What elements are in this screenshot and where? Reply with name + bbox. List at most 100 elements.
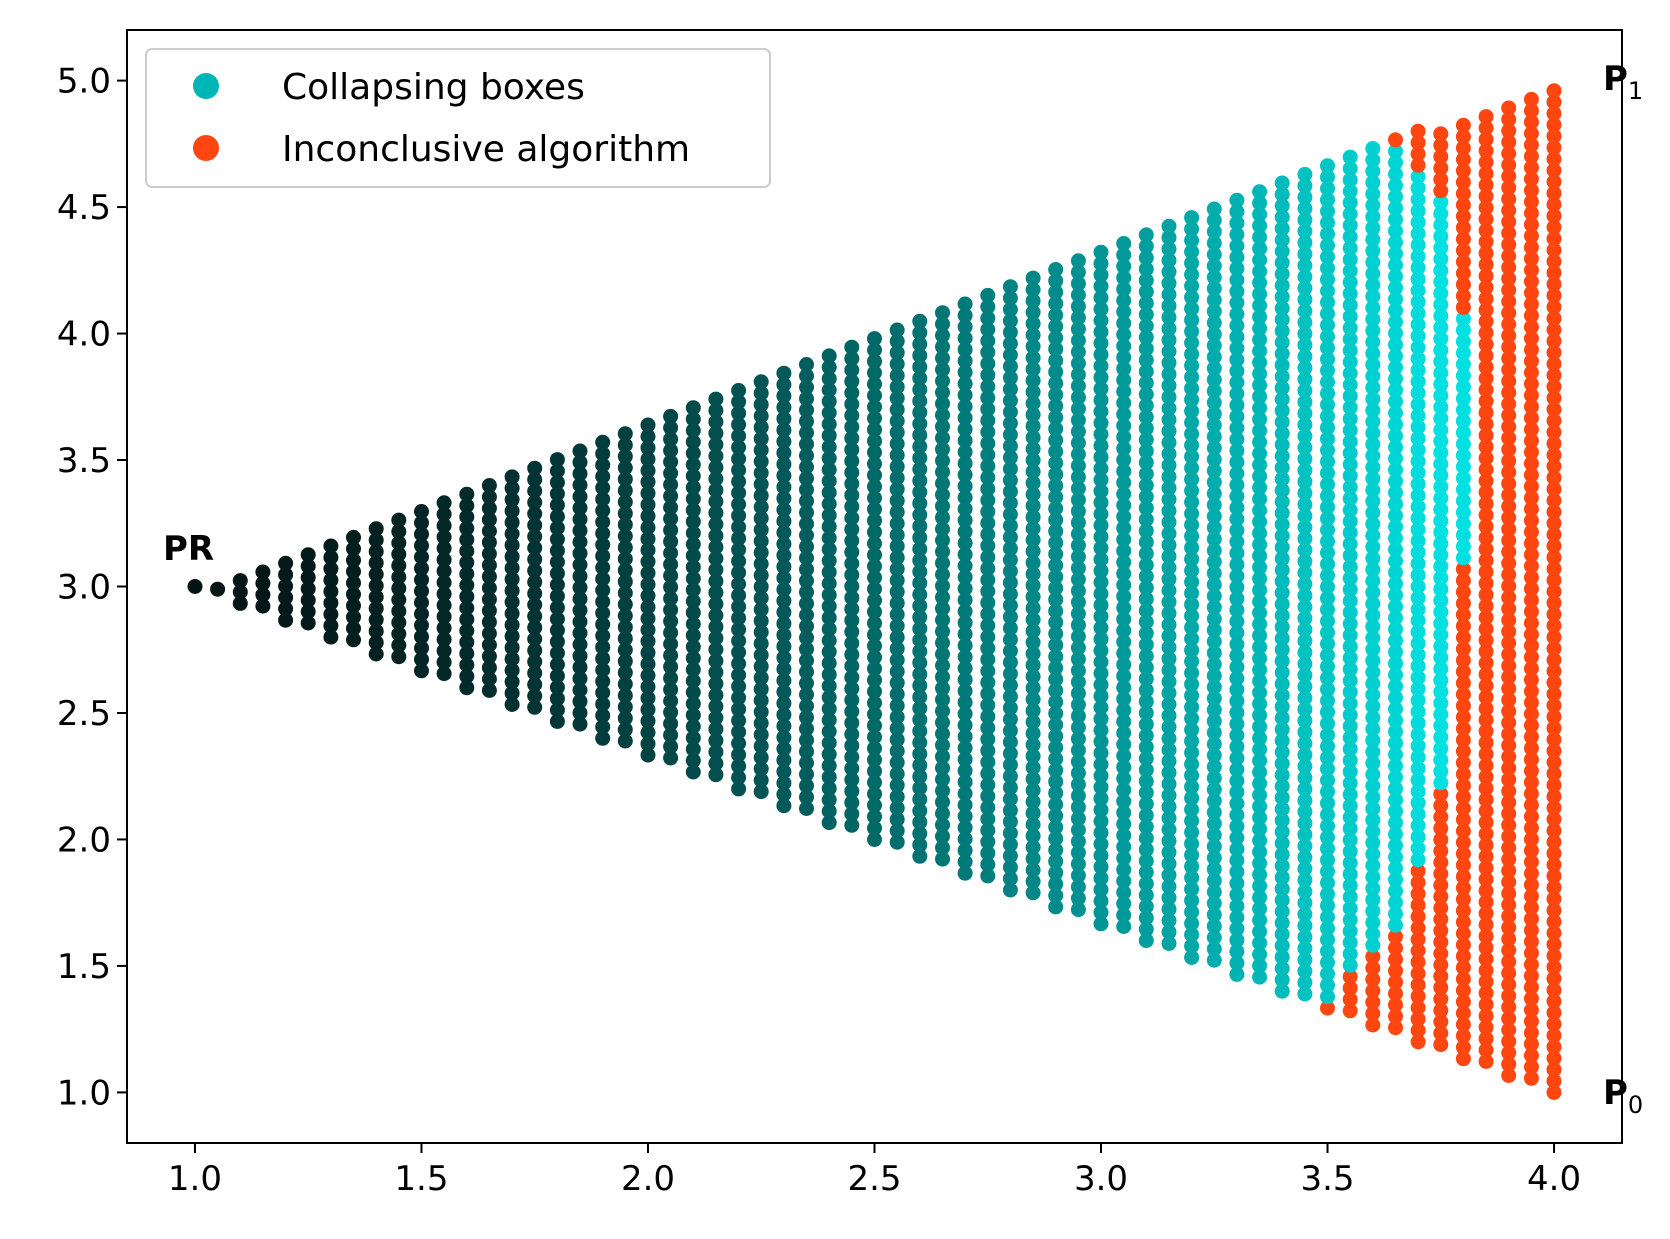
collapsing-point [753,476,769,492]
collapsing-point [1274,357,1290,373]
inconclusive-point [1501,703,1517,719]
collapsing-point [1342,650,1358,666]
collapsing-point [1048,888,1064,903]
collapsing-point [935,851,950,867]
collapsing-point [549,622,565,638]
collapsing-point [1365,915,1381,930]
collapsing-point [1161,810,1177,826]
collapsing-point [1342,434,1358,450]
collapsing-point [1365,573,1381,589]
annotation-p0-label: P [1603,1073,1628,1113]
collapsing-point [1433,695,1449,711]
collapsing-point [1093,267,1109,283]
collapsing-point [1410,567,1426,583]
collapsing-point [481,523,497,539]
collapsing-point [391,649,407,665]
inconclusive-point [1501,248,1517,264]
inconclusive-point [1410,931,1426,947]
collapsing-point [232,595,248,611]
collapsing-point [1252,639,1268,655]
collapsing-point [1093,563,1109,579]
collapsing-point [867,604,882,620]
collapsing-point [1342,274,1358,290]
collapsing-point [1002,654,1018,670]
inconclusive-point [1455,823,1471,839]
inconclusive-point [1501,373,1517,389]
collapsing-point [640,747,656,763]
collapsing-point [1093,358,1109,374]
inconclusive-point [1433,1025,1449,1041]
collapsing-point [617,733,633,749]
collapsing-point [799,516,814,532]
collapsing-point [980,549,996,565]
collapsing-point [889,413,905,429]
collapsing-point [1116,247,1132,263]
collapsing-point [1252,320,1268,336]
inconclusive-point [1342,980,1358,996]
collapsing-point [1433,615,1449,631]
collapsing-point [1093,654,1109,670]
collapsing-point [1320,477,1335,492]
collapsing-point [889,743,905,759]
collapsing-point [957,296,973,312]
collapsing-point [980,709,996,725]
collapsing-point [776,638,792,654]
collapsing-point [912,621,928,637]
collapsing-point [300,581,316,597]
collapsing-point [753,624,769,640]
collapsing-point [1365,687,1381,703]
collapsing-point [1025,782,1041,798]
collapsing-point [1320,329,1335,344]
collapsing-point [1025,532,1041,548]
collapsing-point [957,501,973,517]
inconclusive-point [1546,720,1562,736]
collapsing-point [867,820,882,836]
collapsing-point [1048,603,1064,619]
inconclusive-point [1546,493,1562,508]
collapsing-point [1433,775,1449,791]
collapsing-point [1048,751,1064,767]
collapsing-point [1138,842,1154,858]
collapsing-point [1365,846,1381,862]
collapsing-point [663,682,679,698]
inconclusive-point [1478,302,1494,318]
collapsing-point [1365,812,1381,828]
collapsing-point [1184,745,1200,761]
collapsing-point [844,726,860,742]
collapsing-point [708,528,724,544]
inconclusive-point [1523,604,1539,620]
collapsing-point [481,557,497,573]
inconclusive-point [1410,1022,1426,1038]
collapsing-point [1433,194,1449,210]
collapsing-point [1342,878,1358,894]
collapsing-point [1274,289,1290,305]
collapsing-point [844,635,860,651]
inconclusive-point [1546,595,1562,611]
collapsing-point [549,509,565,524]
collapsing-point [1297,724,1313,740]
collapsing-point [821,553,837,569]
collapsing-point [889,823,905,839]
collapsing-point [1161,218,1177,234]
collapsing-point [1206,406,1222,422]
collapsing-point [1025,373,1041,389]
collapsing-point [1116,793,1132,809]
collapsing-point [481,626,497,641]
collapsing-point [1297,736,1313,751]
collapsing-point [1342,354,1358,370]
inconclusive-point [1523,194,1539,210]
collapsing-point [1252,867,1268,883]
collapsing-point [1320,943,1335,959]
collapsing-point [1161,685,1177,701]
collapsing-point [1365,721,1381,737]
collapsing-point [1206,759,1222,775]
inconclusive-point [1546,1084,1562,1100]
collapsing-point [776,604,792,620]
collapsing-point [1116,736,1132,752]
collapsing-point [1116,349,1132,365]
collapsing-point [708,391,724,407]
inconclusive-point [1455,163,1471,179]
x-tick-label: 1.0 [168,1159,222,1199]
collapsing-point [1388,451,1403,466]
collapsing-point [1342,844,1358,859]
